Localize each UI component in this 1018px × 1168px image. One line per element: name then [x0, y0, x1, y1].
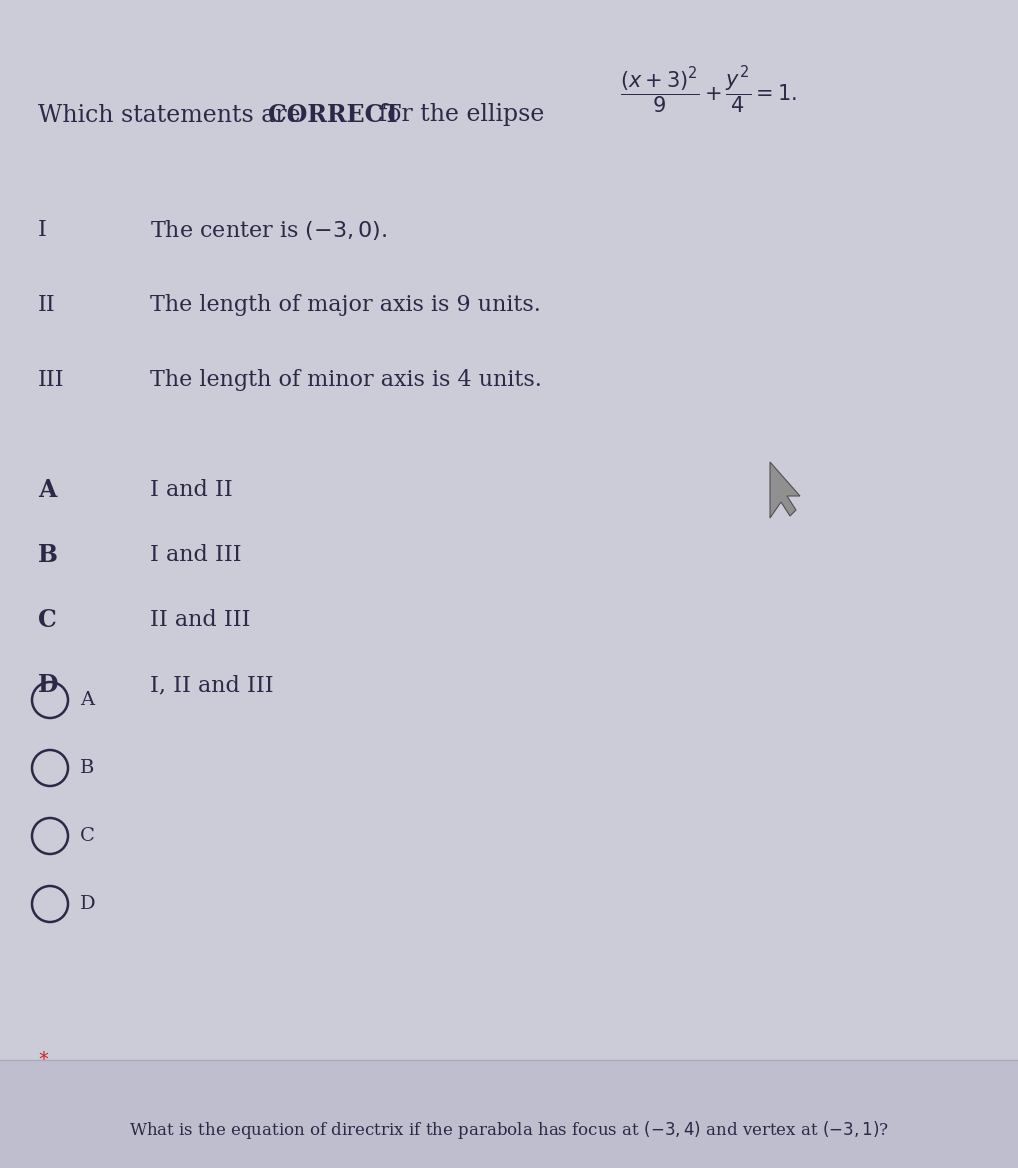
Text: D: D [80, 895, 96, 913]
Text: III: III [38, 369, 64, 391]
Text: I and II: I and II [150, 479, 233, 501]
Text: for the ellipse: for the ellipse [371, 104, 545, 126]
Text: C: C [38, 609, 57, 632]
Text: D: D [38, 673, 58, 697]
Text: The length of minor axis is 4 units.: The length of minor axis is 4 units. [150, 369, 542, 391]
Text: I, II and III: I, II and III [150, 674, 274, 696]
Polygon shape [770, 463, 800, 517]
Text: II and III: II and III [150, 609, 250, 631]
Text: The center is $(-3,0)$.: The center is $(-3,0)$. [150, 218, 388, 242]
Text: A: A [80, 691, 94, 709]
Text: II: II [38, 294, 56, 317]
Text: *: * [38, 1050, 48, 1070]
Text: I: I [38, 220, 47, 241]
Text: The length of major axis is 9 units.: The length of major axis is 9 units. [150, 294, 541, 317]
Text: B: B [80, 759, 95, 777]
Bar [0, 1061, 1018, 1168]
Text: C: C [80, 827, 95, 844]
Text: I and III: I and III [150, 544, 241, 566]
Text: A: A [38, 478, 56, 502]
Text: B: B [38, 543, 58, 566]
Text: Which statements are: Which statements are [38, 104, 308, 126]
Text: $\dfrac{(x+3)^2}{9}+\dfrac{y^2}{4}=1.$: $\dfrac{(x+3)^2}{9}+\dfrac{y^2}{4}=1.$ [620, 64, 797, 116]
Text: What is the equation of directrix if the parabola has focus at $(-3,4)$ and vert: What is the equation of directrix if the… [129, 1119, 889, 1141]
Text: CORRECT: CORRECT [268, 103, 401, 127]
